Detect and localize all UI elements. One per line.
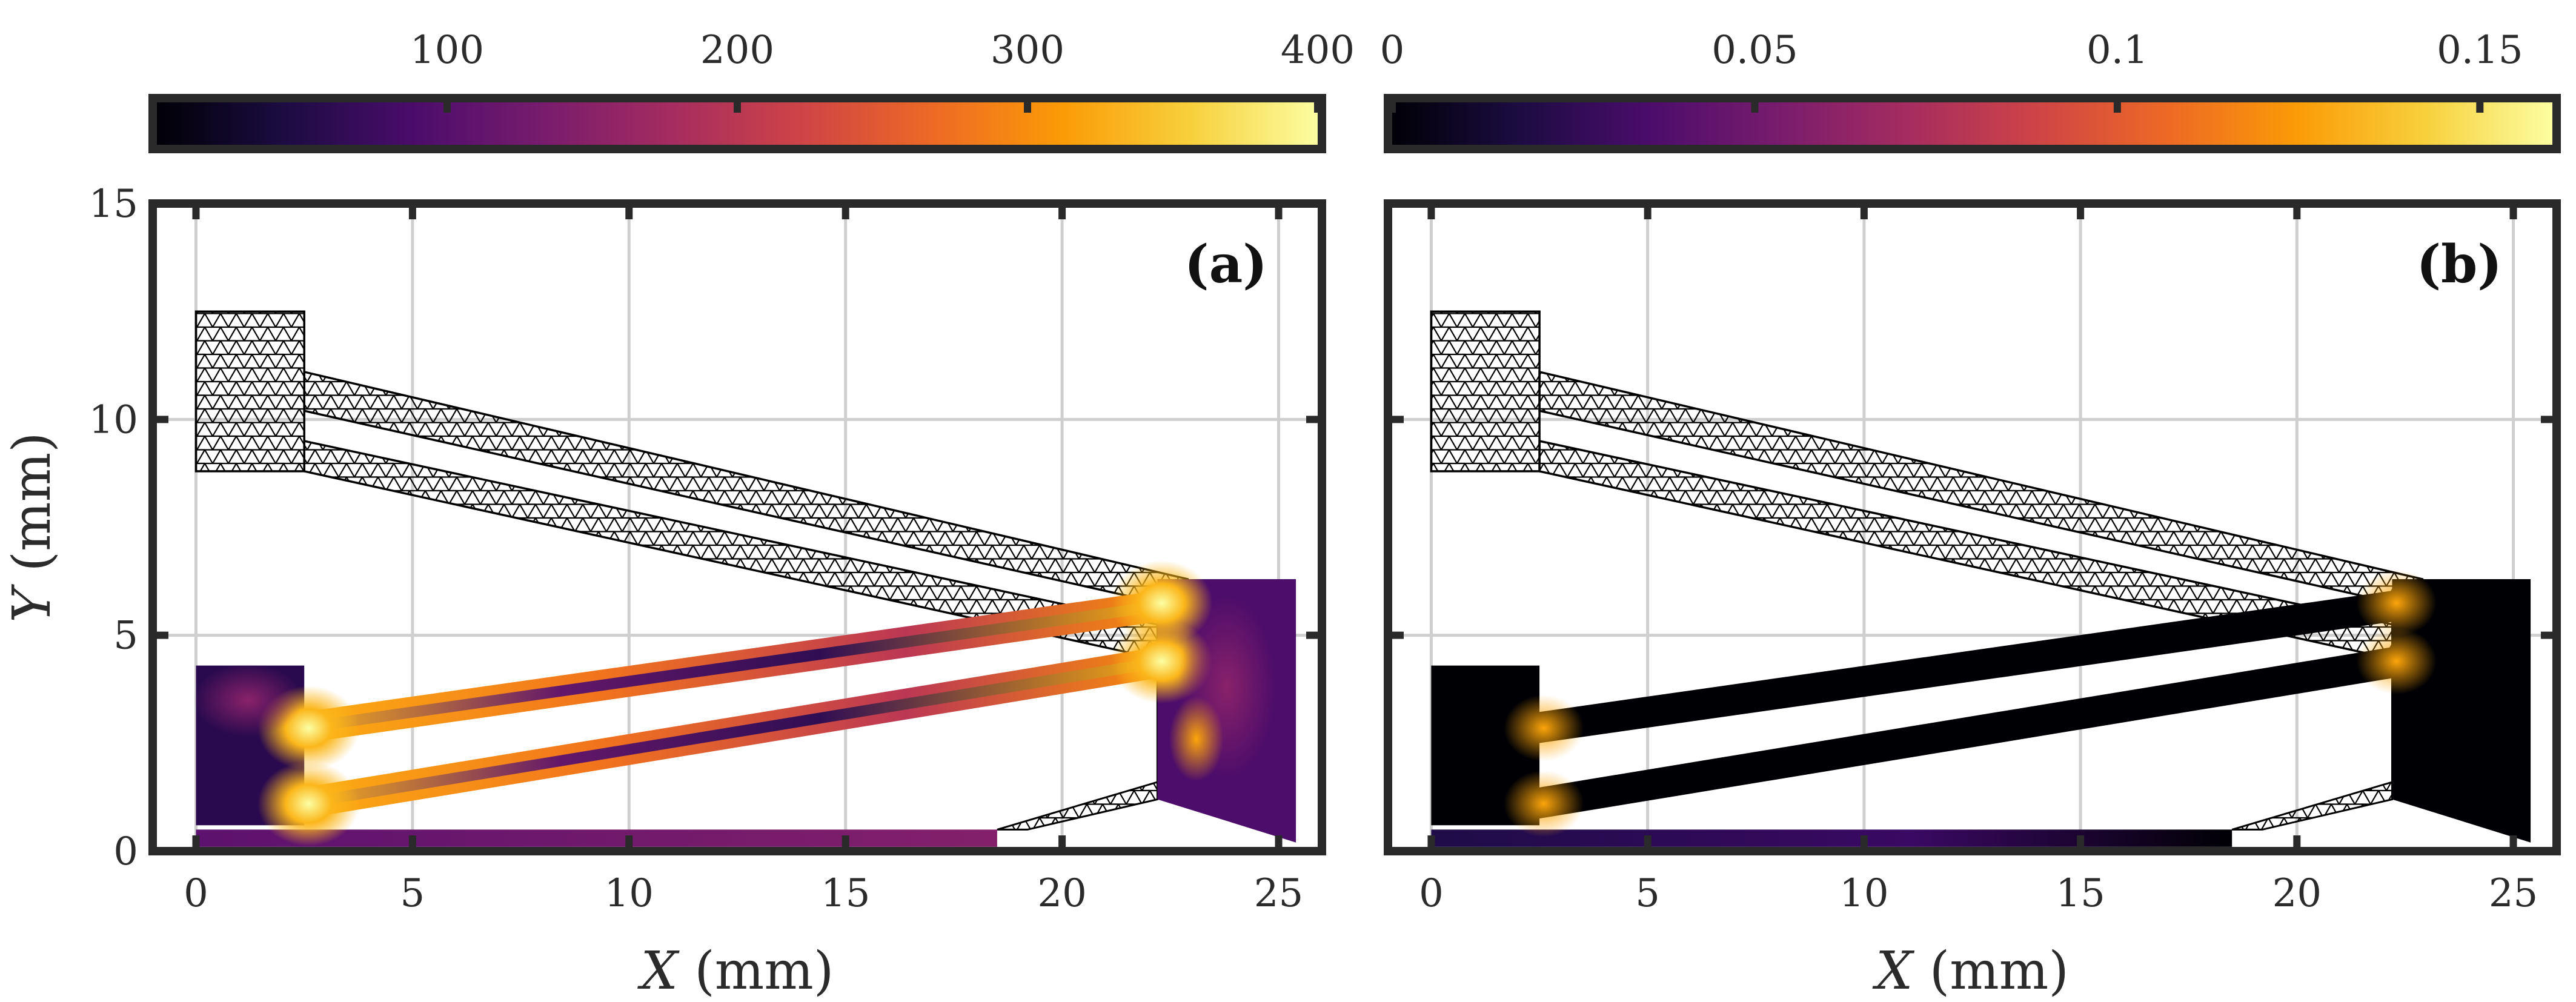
colorbar-tick-label: 0.05 — [1711, 28, 1798, 73]
colorbar-a-tick-labels: 100 200 300 400 — [410, 28, 1355, 73]
colorbar-a-frame — [148, 94, 1326, 153]
axes-b-ticks — [1392, 200, 2552, 855]
x-tick-labels-b: 0 5 10 15 20 25 — [1419, 871, 2538, 916]
x-tick-label: 20 — [2272, 871, 2322, 916]
x-tick-labels-a: 0 5 10 15 20 25 — [184, 871, 1303, 916]
colorbar-b: 0 0.05 0.1 0.15 — [1380, 28, 2561, 153]
panel-label-a: (a) — [1184, 234, 1267, 295]
colorbar-tick-label: 300 — [991, 28, 1064, 73]
colorbar-tick-label: 0 — [1380, 28, 1405, 73]
undeformed-block — [194, 310, 305, 473]
stress-concentration — [1504, 770, 1584, 837]
y-tick-label: 10 — [89, 397, 138, 442]
stress-field-a — [193, 560, 1296, 847]
x-tick-label: 20 — [1037, 871, 1086, 916]
deformed-upper-beam-core — [300, 599, 1166, 734]
deformed-upper-beam — [1535, 589, 2401, 744]
panel-label-b: (b) — [2416, 234, 2502, 295]
colorbar-tick-label: 200 — [700, 28, 774, 73]
axes-b-frame — [1384, 199, 2561, 855]
y-axis-label-a: Y (mm) — [2, 432, 62, 622]
x-tick-label: 15 — [821, 871, 870, 916]
panel-a: 100 200 300 400 0 5 10 15 20 25 0 5 10 15 (a) X (mm… — [2, 28, 1355, 1001]
colorbar-b-frame — [1384, 94, 2561, 153]
deformed-base-strip — [196, 829, 997, 847]
stress-zone — [193, 663, 303, 737]
colorbar-tick-label: 100 — [410, 28, 484, 73]
y-tick-labels-a: 0 5 10 15 — [89, 182, 138, 874]
undeformed-block — [1430, 310, 1541, 473]
stress-concentration — [1504, 694, 1584, 761]
deformed-lower-beam-core — [300, 655, 1166, 809]
deformed-lower-beam — [1535, 645, 2401, 820]
x-tick-label: 10 — [605, 871, 654, 916]
stress-zone — [1169, 696, 1224, 781]
x-axis-label-b: X (mm) — [1872, 941, 2069, 1001]
axes-b: 0 5 10 15 20 25 (b) X (mm) — [1384, 199, 2561, 1001]
x-tick-label: 10 — [1839, 871, 1888, 916]
x-tick-label: 0 — [184, 871, 208, 916]
strain-field-b — [1431, 569, 2531, 847]
undeformed-base-wedge — [997, 780, 1158, 831]
x-tick-label: 25 — [1254, 871, 1303, 916]
stress-concentration — [2356, 628, 2437, 695]
colorbar-a: 100 200 300 400 — [148, 28, 1355, 153]
axes-a: 0 5 10 15 20 25 0 5 10 15 (a) X (mm) Y (mm) — [2, 182, 1326, 1001]
colorbar-b-ticks — [1389, 102, 2484, 113]
colorbar-tick-label: 0.15 — [2437, 28, 2523, 73]
y-tick-label: 15 — [89, 182, 138, 227]
x-tick-label: 5 — [400, 871, 425, 916]
x-tick-label: 25 — [2489, 871, 2538, 916]
stress-concentration — [257, 761, 360, 846]
colorbar-b-tick-labels: 0 0.05 0.1 0.15 — [1380, 28, 2523, 73]
panel-b: 0 0.05 0.1 0.15 0 5 10 15 20 25 (b) X (mm) — [1380, 28, 2561, 1001]
undeformed-base-wedge — [2231, 780, 2393, 831]
x-tick-label: 15 — [2056, 871, 2105, 916]
stress-concentration — [2356, 569, 2437, 637]
colorbar-a-ticks — [443, 102, 1321, 113]
stress-concentration — [1110, 560, 1213, 646]
axes-a-ticks — [157, 200, 1318, 855]
axes-a-frame — [148, 199, 1326, 855]
x-axis-label-a: X (mm) — [637, 941, 834, 1001]
colorbar-b-gradient — [1388, 98, 2557, 149]
colorbar-tick-label: 400 — [1281, 28, 1355, 73]
colorbar-tick-label: 0.1 — [2086, 28, 2148, 73]
deformed-base-strip — [1431, 829, 2232, 847]
y-tick-label: 5 — [113, 614, 138, 659]
x-tick-label: 5 — [1635, 871, 1660, 916]
y-tick-label: 0 — [113, 829, 138, 874]
x-tick-label: 0 — [1419, 871, 1444, 916]
